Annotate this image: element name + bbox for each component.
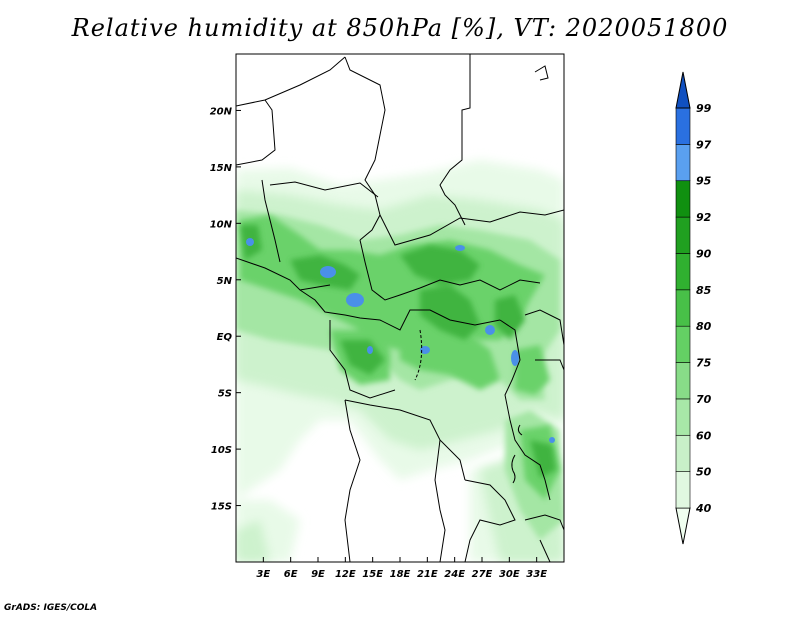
lon-tick-label: 9E	[311, 569, 325, 580]
lon-tick-label: 27E	[472, 569, 493, 580]
colorbar-legend: 40 50 60 70 75 80 85 90 92 95 97 99	[675, 71, 712, 545]
lon-tick-label: 21E	[417, 569, 438, 580]
colorbar-segment	[675, 253, 691, 291]
colorbar-segment	[675, 434, 691, 472]
lat-tick-label: 5S	[218, 389, 232, 400]
colorbar-label: 95	[696, 175, 712, 188]
lat-tick-label: EQ	[217, 332, 233, 343]
lat-tick-label: 10S	[211, 445, 232, 456]
colorbar-segment	[675, 180, 691, 218]
colorbar-label: 90	[696, 247, 712, 260]
lat-tick-label: 10N	[210, 219, 233, 230]
colorbar-label: 85	[696, 284, 712, 297]
colorbar-segment	[675, 471, 691, 509]
lon-tick-label: 12E	[335, 569, 356, 580]
lon-tick-label: 18E	[390, 569, 411, 580]
lat-tick-label: 20N	[210, 106, 233, 117]
lat-tick-label: 5N	[217, 276, 233, 287]
colorbar-segment	[675, 107, 691, 145]
longitude-axis: 3E 6E 9E 12E 15E 18E 21E 24E 27E 30E 33E	[256, 557, 547, 580]
colorbar-label: 60	[696, 429, 712, 442]
colorbar-segment	[675, 289, 691, 327]
lon-tick-label: 24E	[444, 569, 465, 580]
lat-tick-label: 15N	[210, 163, 233, 174]
colorbar-label: 92	[696, 211, 712, 224]
grads-credit: GrADS: IGES/COLA	[4, 603, 98, 613]
colorbar-segment	[675, 325, 691, 363]
colorbar-label: 50	[696, 466, 712, 479]
colorbar-label: 40	[695, 502, 712, 515]
lon-tick-label: 6E	[284, 569, 298, 580]
lon-tick-label: 30E	[499, 569, 520, 580]
colorbar-label: 75	[696, 357, 712, 370]
colorbar-min-arrow	[675, 507, 691, 545]
colorbar-segment	[675, 362, 691, 400]
colorbar-label: 97	[696, 138, 712, 151]
lon-tick-label: 3E	[256, 569, 270, 580]
lat-tick-label: 15S	[211, 502, 232, 513]
colorbar-segment	[675, 216, 691, 254]
colorbar-segment	[675, 144, 691, 182]
lon-tick-label: 33E	[526, 569, 547, 580]
colorbar-segment	[675, 398, 691, 436]
lon-tick-label: 15E	[362, 569, 383, 580]
colorbar-label: 99	[696, 102, 712, 115]
latitude-axis: 20N 15N 10N 5N EQ 5S 10S 15S	[210, 106, 241, 513]
colorbar-label: 70	[696, 393, 712, 406]
colorbar-max-arrow	[675, 71, 691, 109]
map-title: Relative humidity at 850hPa [%], VT: 202…	[71, 14, 729, 42]
colorbar-label: 80	[696, 320, 712, 333]
humidity-field	[236, 160, 564, 562]
country-borders	[236, 54, 564, 562]
